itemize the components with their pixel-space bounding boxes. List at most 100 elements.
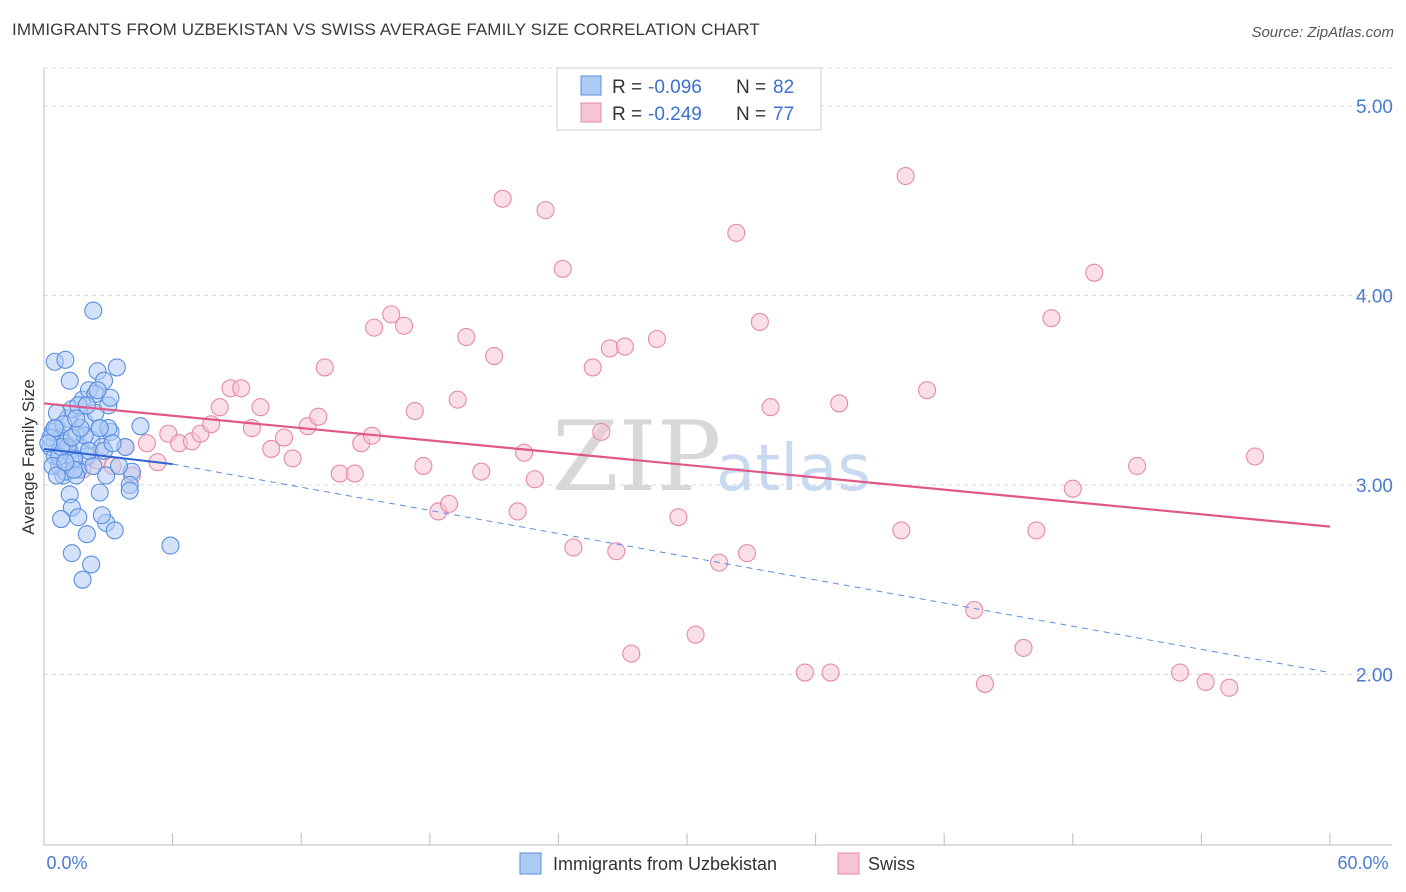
uzbekistan-point (103, 434, 122, 453)
y-tick-label: 2.00 (1356, 665, 1393, 686)
y-axis-label: Average Family Size (19, 379, 38, 535)
uzbekistan-point (105, 521, 124, 540)
swiss-point (727, 223, 746, 242)
uzbekistan-point (90, 419, 109, 438)
swiss-point (1014, 638, 1033, 657)
uzbekistan-point (62, 544, 81, 563)
axes (43, 68, 1392, 846)
watermark-zip: ZIP (552, 401, 721, 513)
swiss-point (1196, 672, 1215, 692)
y-tick-label: 4.00 (1356, 286, 1393, 307)
swiss-point (1042, 309, 1061, 328)
uzbekistan-point (90, 483, 109, 502)
legend-swatch-blue (580, 75, 602, 96)
uzbekistan-point (60, 371, 79, 390)
series-legend-swatch-swiss (837, 852, 860, 875)
swiss-point (553, 259, 572, 278)
uzbekistan-point (73, 570, 92, 589)
swiss-point (669, 508, 688, 527)
swiss-point (137, 434, 156, 453)
swiss-point (1220, 678, 1239, 697)
watermark: ZIP atlas (552, 401, 871, 513)
swiss-point (210, 398, 229, 417)
swiss-trend-line (43, 402, 1331, 528)
swiss-point (892, 521, 911, 540)
swiss-point (485, 347, 504, 366)
swiss-point (309, 407, 328, 426)
y-tick-label: 5.00 (1356, 97, 1393, 118)
swiss-point (975, 674, 994, 693)
swiss-point (395, 316, 414, 335)
uzbekistan-point (52, 509, 71, 529)
swiss-point (918, 381, 937, 400)
swiss-point (262, 439, 281, 458)
swiss-point (457, 328, 476, 347)
swiss-point (1128, 456, 1147, 476)
uzbekistan-point (161, 536, 180, 555)
y-tick-label: 3.00 (1356, 476, 1393, 497)
uzbekistan-point (84, 301, 103, 320)
swiss-point (440, 494, 459, 513)
swiss-point (615, 337, 634, 356)
correlation-legend: R = -0.096 N = 82 R = -0.249 N = 77 (556, 67, 822, 131)
uzbekistan-trend-line (43, 447, 173, 466)
swiss-point (761, 398, 780, 417)
legend-r-label-1: R = (612, 77, 642, 98)
swiss-point (508, 502, 527, 521)
series-legend: Immigrants from Uzbekistan Swiss (519, 852, 915, 875)
uzbekistan-points (39, 301, 180, 589)
swiss-point (1245, 447, 1265, 466)
uzbekistan-point (39, 434, 58, 453)
swiss-point (275, 428, 294, 447)
uzbekistan-point (45, 419, 64, 438)
uzbekistan-point (56, 453, 75, 472)
swiss-point (283, 449, 302, 468)
swiss-point (896, 166, 915, 186)
swiss-point (345, 464, 364, 483)
uzbekistan-point (107, 358, 126, 377)
swiss-point (515, 443, 534, 462)
legend-n-value-1: 82 (773, 77, 794, 98)
swiss-point (795, 663, 814, 682)
swiss-point (750, 312, 769, 331)
swiss-point (1085, 263, 1104, 282)
legend-n-value-2: 77 (773, 104, 794, 125)
gridlines (44, 67, 1392, 675)
swiss-point (1027, 521, 1046, 540)
uzbekistan-point (67, 409, 86, 428)
swiss-point (536, 201, 555, 220)
uzbekistan-point (82, 555, 101, 574)
swiss-point (965, 600, 984, 620)
swiss-point (821, 663, 840, 682)
source-credit: Source: ZipAtlas.com (1251, 24, 1394, 41)
swiss-point (493, 189, 512, 208)
swiss-point (622, 644, 641, 663)
swiss-point (472, 462, 491, 481)
swiss-point (330, 464, 349, 483)
swiss-point (251, 398, 270, 417)
swiss-point (607, 542, 626, 561)
uzbekistan-trend-extension (172, 463, 1331, 674)
series-legend-label-swiss: Swiss (868, 854, 915, 874)
legend-n-label-1: N = (736, 77, 766, 98)
uzbekistan-point (77, 525, 96, 544)
uzbekistan-point (56, 350, 75, 369)
x-axis-ticks (43, 833, 1331, 845)
chart-title: IMMIGRANTS FROM UZBEKISTAN VS SWISS AVER… (12, 20, 760, 39)
swiss-point (405, 401, 424, 421)
swiss-point (592, 422, 611, 441)
swiss-point (564, 538, 583, 557)
swiss-point (647, 329, 667, 349)
uzbekistan-point (109, 456, 129, 476)
swiss-point (414, 456, 433, 476)
swiss-point (232, 379, 251, 398)
legend-swatch-pink (580, 102, 602, 123)
swiss-point (686, 625, 705, 644)
watermark-atlas: atlas (716, 432, 871, 506)
uzbekistan-point (131, 417, 150, 436)
swiss-point (583, 358, 602, 377)
legend-r-label-2: R = (612, 104, 642, 125)
uzbekistan-point (120, 481, 139, 500)
swiss-point (315, 358, 334, 377)
